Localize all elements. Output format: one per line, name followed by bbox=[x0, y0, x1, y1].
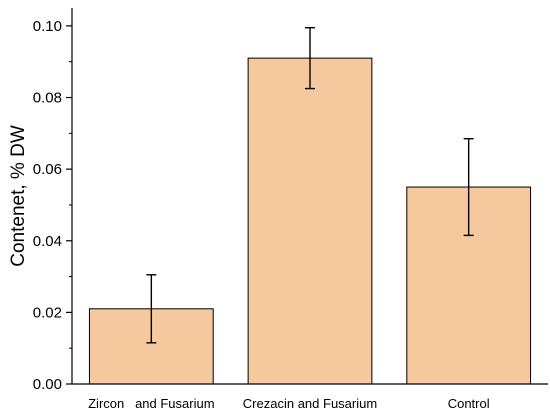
bars-layer bbox=[88, 57, 532, 385]
x-tick-label: Control bbox=[448, 396, 490, 411]
y-tick-label: 0.00 bbox=[33, 376, 62, 393]
x-tick-label: Zircon and Fusarium bbox=[88, 396, 214, 411]
y-ticks: 0.00 0.02 0.04 0.06 0.08 0.10 bbox=[33, 18, 72, 393]
x-tick-label: Crezacin and Fusarium bbox=[243, 396, 377, 411]
y-tick-label: 0.08 bbox=[33, 90, 62, 107]
y-tick-label: 0.10 bbox=[33, 18, 62, 35]
bar bbox=[247, 57, 373, 385]
error-bars-layer bbox=[146, 26, 474, 344]
x-tick-labels: Zircon and Fusarium Crezacin and Fusarium… bbox=[88, 396, 490, 411]
y-tick-label: 0.02 bbox=[33, 304, 62, 321]
y-tick-label: 0.06 bbox=[33, 161, 62, 178]
y-axis-title: Contenet, % DW bbox=[8, 125, 29, 267]
y-tick-label: 0.04 bbox=[33, 233, 62, 250]
